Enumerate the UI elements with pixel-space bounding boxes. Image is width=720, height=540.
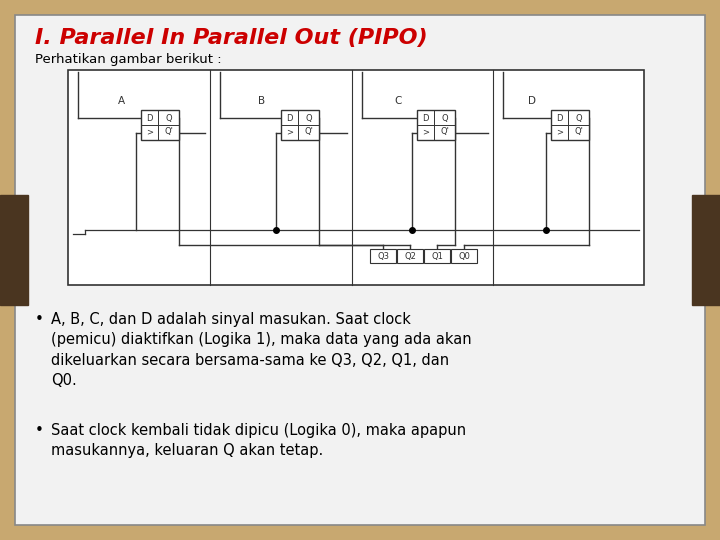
Text: Q: Q <box>305 113 312 123</box>
Bar <box>68 70 644 285</box>
Text: Q': Q' <box>164 127 174 137</box>
Bar <box>141 110 179 140</box>
Bar <box>370 249 396 263</box>
Bar <box>281 110 319 140</box>
Text: Saat clock kembali tidak dipicu (Logika 0), maka apapun
masukannya, keluaran Q a: Saat clock kembali tidak dipicu (Logika … <box>51 423 466 458</box>
Text: Q': Q' <box>441 127 449 137</box>
Bar <box>424 249 450 263</box>
Text: Q3: Q3 <box>377 252 389 260</box>
Text: Q: Q <box>166 113 172 123</box>
Text: A: A <box>118 96 125 106</box>
Text: Q2: Q2 <box>404 252 416 260</box>
Bar <box>417 110 455 140</box>
Text: Q1: Q1 <box>431 252 443 260</box>
Bar <box>692 195 720 305</box>
Text: Q: Q <box>575 113 582 123</box>
Bar <box>0 195 28 305</box>
Text: Q': Q' <box>305 127 313 137</box>
Bar <box>397 249 423 263</box>
Text: D: D <box>528 96 536 106</box>
Text: A, B, C, dan D adalah sinyal masukan. Saat clock
(pemicu) diaktifkan (Logika 1),: A, B, C, dan D adalah sinyal masukan. Sa… <box>51 312 472 388</box>
Text: D: D <box>286 113 292 123</box>
Bar <box>451 249 477 263</box>
Text: >: > <box>422 127 429 137</box>
Text: D: D <box>146 113 153 123</box>
Text: >: > <box>286 127 293 137</box>
Text: Q: Q <box>441 113 448 123</box>
Text: I. Parallel In Parallel Out (PIPO): I. Parallel In Parallel Out (PIPO) <box>35 28 428 48</box>
Text: >: > <box>146 127 153 137</box>
Text: •: • <box>35 423 44 438</box>
Text: D: D <box>556 113 562 123</box>
Text: B: B <box>258 96 266 106</box>
FancyBboxPatch shape <box>15 15 705 525</box>
Bar <box>551 110 589 140</box>
Text: C: C <box>395 96 402 106</box>
Text: >: > <box>556 127 563 137</box>
Text: •: • <box>35 312 44 327</box>
Text: D: D <box>422 113 428 123</box>
Text: Perhatikan gambar berikut :: Perhatikan gambar berikut : <box>35 53 222 66</box>
Text: Q0: Q0 <box>458 252 470 260</box>
Text: Q': Q' <box>575 127 583 137</box>
